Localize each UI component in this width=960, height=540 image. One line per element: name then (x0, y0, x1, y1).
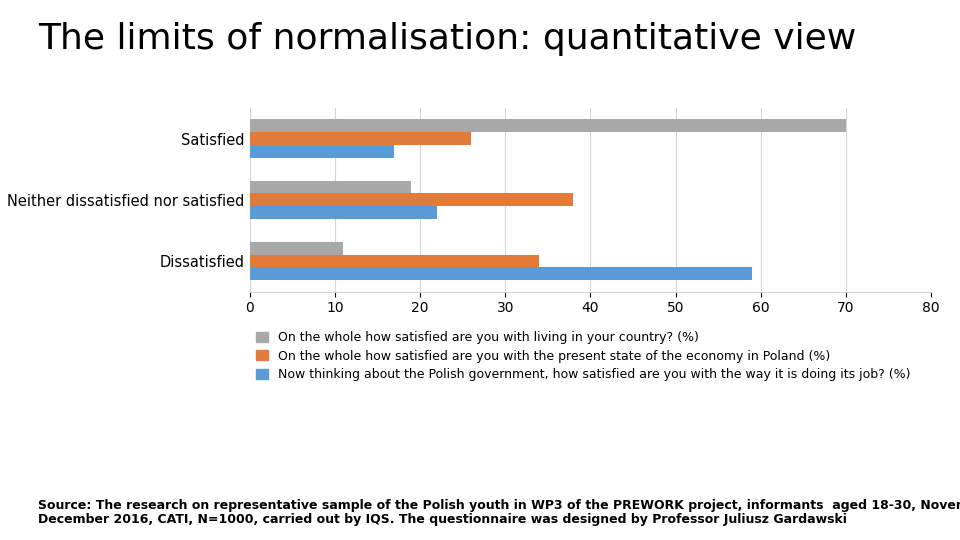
Bar (250, 119, 846, 132)
Bar (250, 206, 437, 219)
Bar (250, 254, 540, 267)
Text: The limits of normalisation: quantitative view: The limits of normalisation: quantitativ… (38, 22, 856, 56)
Bar (250, 193, 573, 206)
Bar (250, 242, 344, 254)
Text: Source: The research on representative sample of the Polish youth in WP3 of the : Source: The research on representative s… (38, 498, 960, 526)
Bar (250, 132, 471, 145)
Bar (250, 145, 395, 158)
Bar (250, 267, 753, 280)
Legend: On the whole how satisfied are you with living in your country? (%), On the whol: On the whole how satisfied are you with … (256, 331, 911, 381)
Bar (250, 180, 412, 193)
